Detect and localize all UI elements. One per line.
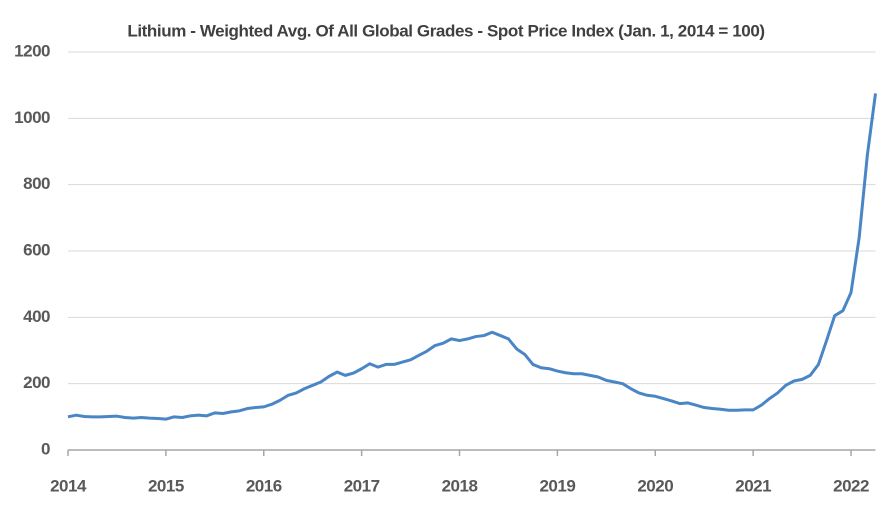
y-tick-label: 200 [23,373,50,392]
x-tick-label: 2019 [539,476,575,495]
y-tick-label: 1000 [14,108,50,127]
y-tick-label: 600 [23,240,50,259]
line-series [67,93,877,421]
x-tick-label: 2020 [637,476,673,495]
x-tick-label: 2021 [735,476,771,495]
y-tick-label: 800 [23,174,50,193]
x-tick-label: 2017 [344,476,380,495]
y-tick-label: 0 [41,439,50,458]
x-tick-label: 2018 [442,476,478,495]
chart-title: Lithium - Weighted Avg. Of All Global Gr… [127,21,764,40]
x-tick-label: 2014 [50,476,87,495]
x-tick-label: 2015 [148,476,184,495]
y-tick-label: 1200 [14,41,50,60]
x-tick-label: 2022 [833,476,869,495]
x-tick-label: 2016 [246,476,282,495]
y-tick-label: 400 [23,307,50,326]
